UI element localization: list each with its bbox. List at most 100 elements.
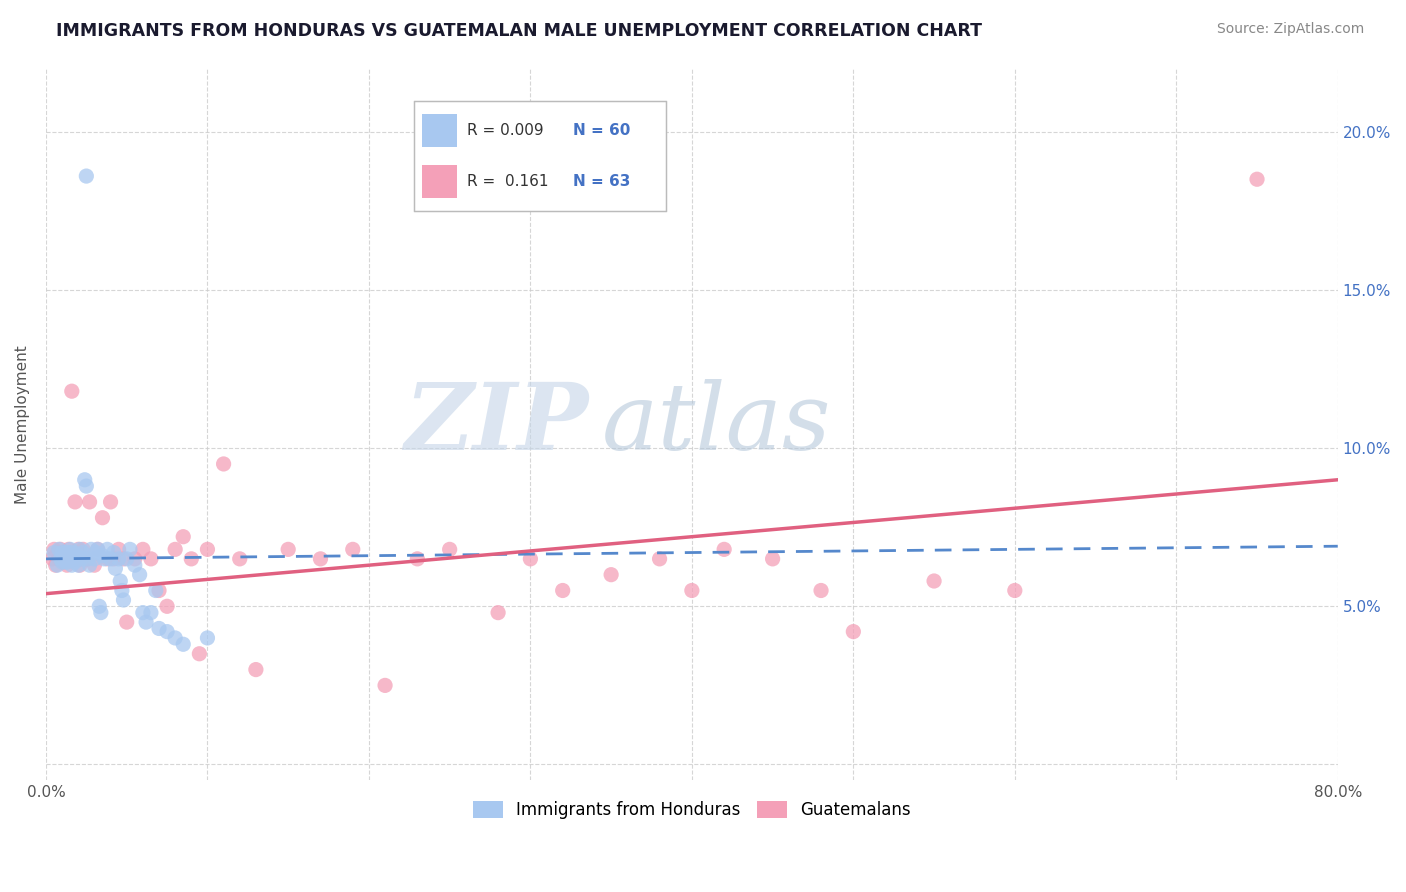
Point	[115, 552, 138, 566]
Point	[59, 542, 82, 557]
Point	[1004, 583, 1026, 598]
Point	[53, 555, 76, 569]
Point	[124, 552, 146, 566]
Point	[84, 545, 107, 559]
Point	[112, 593, 135, 607]
Point	[762, 552, 785, 566]
Point	[63, 555, 86, 569]
Point	[374, 678, 396, 692]
Point	[75, 552, 97, 566]
Point	[111, 583, 134, 598]
Point	[165, 631, 187, 645]
Point	[79, 495, 101, 509]
Point	[59, 549, 82, 563]
Point	[70, 552, 93, 566]
Point	[107, 552, 129, 566]
Point	[79, 558, 101, 573]
Text: Source: ZipAtlas.com: Source: ZipAtlas.com	[1216, 22, 1364, 37]
Point	[60, 552, 83, 566]
Point	[132, 542, 155, 557]
Text: IMMIGRANTS FROM HONDURAS VS GUATEMALAN MALE UNEMPLOYMENT CORRELATION CHART: IMMIGRANTS FROM HONDURAS VS GUATEMALAN M…	[56, 22, 983, 40]
Point	[188, 647, 211, 661]
Point	[41, 552, 63, 566]
Point	[58, 552, 80, 566]
Point	[77, 552, 100, 566]
Point	[103, 545, 125, 559]
Point	[197, 542, 219, 557]
Point	[45, 558, 67, 573]
Point	[52, 555, 75, 569]
Point	[60, 384, 83, 399]
Point	[309, 552, 332, 566]
Point	[90, 606, 112, 620]
Point	[67, 542, 90, 557]
Point	[165, 542, 187, 557]
Point	[406, 552, 429, 566]
Point	[52, 552, 75, 566]
Point	[70, 552, 93, 566]
Point	[53, 552, 76, 566]
Point	[42, 545, 65, 559]
Point	[91, 510, 114, 524]
Point	[56, 558, 79, 573]
Point	[51, 555, 73, 569]
Text: ZIP: ZIP	[405, 379, 589, 469]
Point	[86, 542, 108, 557]
Point	[73, 473, 96, 487]
Point	[66, 552, 89, 566]
Point	[212, 457, 235, 471]
Point	[180, 552, 202, 566]
Point	[156, 624, 179, 639]
Point	[56, 555, 79, 569]
Point	[1246, 172, 1268, 186]
Point	[810, 583, 832, 598]
Point	[197, 631, 219, 645]
Point	[172, 530, 194, 544]
Point	[245, 663, 267, 677]
Point	[439, 542, 461, 557]
Point	[172, 637, 194, 651]
Point	[551, 583, 574, 598]
Point	[46, 558, 69, 573]
Point	[75, 169, 97, 183]
Point	[67, 558, 90, 573]
Point	[128, 567, 150, 582]
Point	[49, 542, 72, 557]
Point	[56, 549, 79, 563]
Point	[86, 542, 108, 557]
Point	[49, 552, 72, 566]
Point	[80, 542, 103, 557]
Point	[83, 552, 105, 566]
Point	[63, 549, 86, 563]
Point	[51, 549, 73, 563]
Point	[112, 552, 135, 566]
Point	[107, 542, 129, 557]
Point	[75, 479, 97, 493]
Point	[42, 542, 65, 557]
Point	[103, 552, 125, 566]
Point	[229, 552, 252, 566]
Point	[62, 545, 84, 559]
Point	[342, 542, 364, 557]
Point	[62, 552, 84, 566]
Point	[46, 545, 69, 559]
Point	[66, 552, 89, 566]
Point	[648, 552, 671, 566]
Point	[51, 545, 73, 559]
Point	[713, 542, 735, 557]
Point	[48, 542, 70, 557]
Point	[100, 495, 122, 509]
Point	[104, 561, 127, 575]
Point	[63, 495, 86, 509]
Point	[486, 606, 509, 620]
Point	[600, 567, 623, 582]
Point	[132, 606, 155, 620]
Point	[148, 622, 170, 636]
Point	[100, 552, 122, 566]
Point	[139, 606, 162, 620]
Point	[91, 549, 114, 563]
Point	[148, 583, 170, 598]
Point	[53, 545, 76, 559]
Point	[89, 599, 111, 614]
Text: atlas: atlas	[602, 379, 831, 469]
